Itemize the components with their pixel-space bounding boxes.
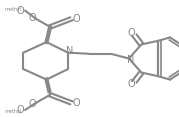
Text: O: O bbox=[28, 99, 36, 109]
Text: O: O bbox=[72, 14, 80, 24]
Text: N: N bbox=[127, 55, 134, 65]
Text: O: O bbox=[17, 105, 24, 115]
Text: O: O bbox=[28, 13, 36, 23]
Text: O: O bbox=[72, 98, 80, 108]
Text: O: O bbox=[17, 5, 24, 16]
Text: N: N bbox=[66, 46, 74, 57]
Text: methyl: methyl bbox=[5, 109, 22, 114]
Text: methyl: methyl bbox=[5, 7, 22, 12]
Text: O: O bbox=[128, 28, 135, 38]
Text: O: O bbox=[128, 79, 135, 89]
